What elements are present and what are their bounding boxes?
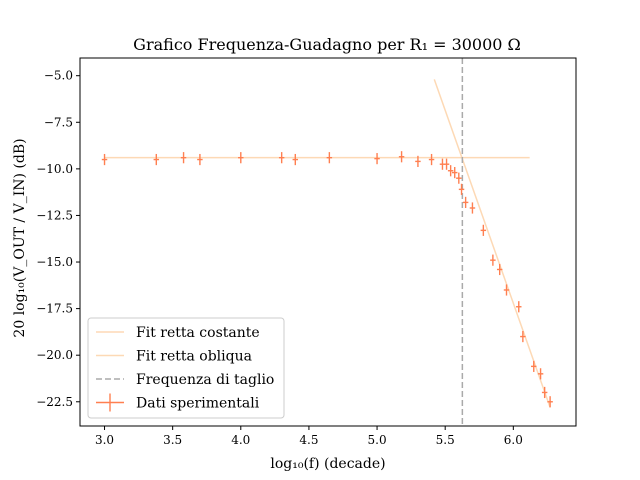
- x-tick-label: 4.0: [231, 433, 250, 447]
- axes-frame: [79, 57, 577, 427]
- data-point: [238, 152, 244, 164]
- data-point: [537, 368, 544, 380]
- x-axis-label: log₁₀(f) (decade): [270, 456, 385, 472]
- legend-box: [87, 317, 285, 419]
- data-point: [292, 153, 299, 166]
- x-tick-label: 4.5: [299, 433, 318, 447]
- legend-label: Fit retta obliqua: [136, 349, 252, 365]
- data-point: [469, 202, 476, 214]
- data-point: [443, 158, 450, 170]
- data-point: [547, 396, 553, 408]
- data-point: [180, 152, 187, 164]
- data-point: [428, 153, 435, 166]
- data-point: [516, 301, 522, 313]
- y-axis-ticks: −5.0 −7.5 −10.0 −12.5 −15.0 −17.5 −20.0 −22.5: [36, 69, 80, 409]
- legend-label: Frequenza di taglio: [136, 372, 274, 388]
- plot-area: [101, 58, 553, 426]
- data-point: [496, 263, 503, 276]
- y-tick-label: −10.0: [36, 162, 73, 176]
- data-point: [541, 386, 548, 399]
- data-point: [398, 151, 405, 163]
- data-point: [447, 165, 454, 177]
- data-point: [531, 360, 537, 372]
- data-point: [480, 224, 487, 236]
- x-tick-label: 3.5: [163, 433, 182, 447]
- y-tick-label: −5.0: [44, 69, 73, 83]
- y-tick-label: −20.0: [36, 348, 73, 362]
- data-point: [458, 183, 465, 195]
- legend-label: Dati sperimentali: [136, 396, 260, 412]
- y-tick-label: −22.5: [36, 395, 73, 409]
- data-point: [452, 167, 458, 179]
- x-tick-label: 3.0: [95, 433, 114, 447]
- data-point: [197, 153, 203, 166]
- legend: Fit retta costante Fit retta obliqua Frequ…: [87, 317, 285, 419]
- y-tick-label: −15.0: [36, 255, 73, 269]
- y-axis-label: 20 log₁₀(V_OUT / V_IN) (dB): [12, 138, 28, 337]
- data-point: [153, 153, 160, 166]
- data-point: [101, 153, 108, 166]
- legend-label: Fit retta costante: [136, 325, 260, 341]
- x-axis-ticks: 3.0 3.5 4.0 4.5 5.0 5.5 6.0: [95, 426, 523, 447]
- fit-line-2: [433, 79, 551, 408]
- data-point: [278, 152, 285, 164]
- data-point: [462, 196, 469, 208]
- data-point: [456, 172, 462, 184]
- data-point: [415, 155, 421, 168]
- data-point: [503, 284, 510, 296]
- y-tick-label: −7.5: [44, 115, 73, 129]
- x-tick-label: 5.0: [368, 433, 387, 447]
- x-tick-label: 6.0: [504, 433, 523, 447]
- y-tick-label: −12.5: [36, 208, 73, 222]
- y-tick-label: −17.5: [36, 302, 73, 316]
- x-tick-label: 5.5: [436, 433, 455, 447]
- data-point: [326, 152, 333, 164]
- data-point: [374, 153, 380, 165]
- chart-title: Grafico Frequenza-Guadagno per R₁ = 3000…: [133, 35, 521, 54]
- data-point: [520, 330, 526, 343]
- data-point: [490, 254, 496, 266]
